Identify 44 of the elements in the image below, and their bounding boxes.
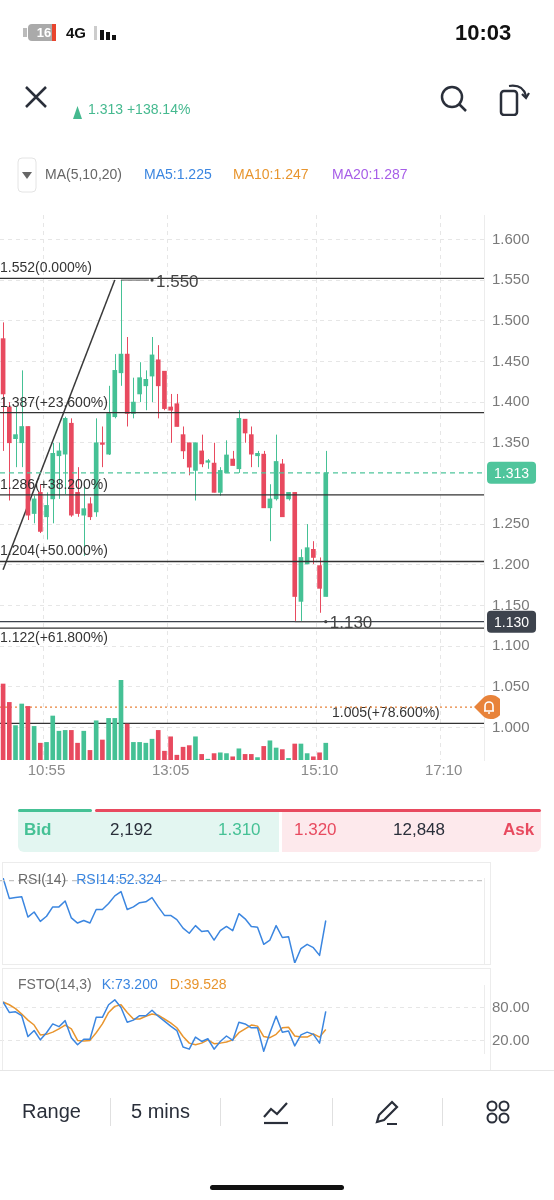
text: 12,848 <box>393 820 445 840</box>
x-tick-label: 10:55 <box>27 761 66 779</box>
x-tick-label: 17:10 <box>424 761 463 779</box>
text: Bid <box>24 820 52 840</box>
series-label: K:73.200 <box>101 975 158 992</box>
text: MA(5,10,20) <box>45 166 123 182</box>
ref-line-label: 1.005(+78.600%) <box>331 704 440 721</box>
x-tick-label: 13:05 <box>151 761 190 779</box>
text: 2,192 <box>110 820 153 840</box>
text: Range <box>22 1100 81 1123</box>
y-tick-label: 1.450 <box>492 351 530 369</box>
text: 10:03 <box>455 20 512 46</box>
text: MA5:1.225 <box>144 166 212 182</box>
y-tick-label: 1.000 <box>492 717 530 735</box>
text: 5 mins <box>131 1100 190 1123</box>
ref-line-label: 1.552(0.000%) <box>0 259 92 276</box>
ref-line-label: 1.130 <box>494 613 530 630</box>
y-tick-label: 1.250 <box>492 514 530 532</box>
text: 1.313 +138.14% <box>88 101 191 117</box>
y-tick-label: 1.400 <box>492 392 530 410</box>
y-tick-label: 1.350 <box>492 432 530 450</box>
text: 4G <box>66 24 87 41</box>
text: MA20:1.287 <box>332 166 408 182</box>
y-tick-label: 1.100 <box>492 636 530 654</box>
y-tick-label: 20.00 <box>492 1030 530 1048</box>
series-label: D:39.528 <box>169 975 227 992</box>
y-tick-label: 1.600 <box>492 229 530 247</box>
text: MA10:1.247 <box>233 166 309 182</box>
text: 16 <box>35 25 53 41</box>
chart-title: FSTO(14,3) <box>18 975 92 992</box>
y-tick-label: 80.00 <box>492 997 530 1015</box>
y-tick-label: 1.550 <box>492 270 530 288</box>
chart-title: RSI(14) <box>18 870 67 887</box>
ref-line-label: 1.313 <box>494 464 530 481</box>
x-tick-label: 15:10 <box>300 761 339 779</box>
text: 1.320 <box>294 820 337 840</box>
ref-line-label: 1.122(+61.800%) <box>0 629 108 646</box>
y-tick-label: 1.500 <box>492 310 530 328</box>
y-tick-label: 1.050 <box>492 676 530 694</box>
text: 1.310 <box>218 820 261 840</box>
series-label: RSI14:52.324 <box>76 870 163 887</box>
y-tick-label: 1.150 <box>492 595 530 613</box>
y-tick-label: 1.200 <box>492 554 530 572</box>
text: Ask <box>503 820 535 840</box>
